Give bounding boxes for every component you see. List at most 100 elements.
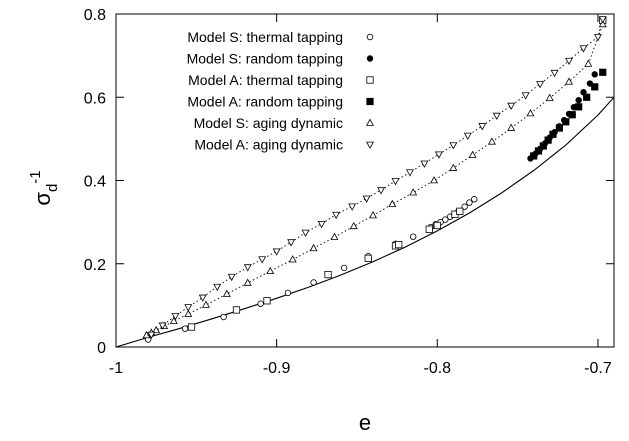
data-point (258, 256, 267, 264)
data-point (243, 264, 252, 272)
ticks-layer: -1 -0.9 -0.8 -0.7 0 0.2 0.4 0.6 0.8 (84, 7, 614, 377)
data-point (227, 273, 236, 282)
legend-marker (366, 141, 374, 149)
data-point (406, 169, 414, 177)
data-point (591, 83, 599, 91)
data-point (468, 150, 477, 158)
legend-marker (366, 97, 374, 106)
data-point (171, 312, 180, 321)
data-point (369, 211, 378, 219)
data-point (317, 220, 326, 229)
data-point (198, 294, 207, 302)
data-point (266, 266, 275, 275)
data-point (184, 309, 193, 317)
data-point (287, 239, 296, 247)
x-tick-label: -1 (109, 360, 123, 377)
fit-curve (115, 96, 615, 348)
data-point (565, 57, 573, 66)
data-point (288, 255, 297, 263)
data-point (420, 160, 429, 168)
data-point (442, 216, 449, 223)
data-point (181, 325, 189, 332)
data-point (349, 221, 358, 230)
legend-marker (366, 55, 374, 62)
data-point (579, 45, 588, 53)
data-point (526, 109, 535, 117)
data-point (478, 123, 487, 131)
data-point (507, 123, 516, 131)
data-point (598, 16, 607, 24)
data-point (213, 283, 222, 292)
data-point (309, 243, 318, 252)
data-point (539, 142, 547, 150)
data-point (555, 124, 563, 132)
data-point (364, 254, 372, 262)
data-point (187, 323, 196, 331)
series-line (146, 24, 604, 336)
data-point (507, 102, 516, 111)
data-point (310, 279, 317, 286)
data-point (575, 96, 582, 104)
data-point (584, 59, 593, 67)
data-point (201, 300, 210, 308)
data-point (466, 199, 473, 206)
data-point (263, 297, 271, 305)
data-point (449, 163, 458, 171)
data-point (220, 313, 227, 321)
legend-marker (366, 33, 374, 41)
legend-label: Model A: random tapping (187, 94, 343, 110)
data-point (463, 132, 472, 140)
data-point (272, 248, 281, 256)
data-point (301, 229, 310, 237)
data-point (409, 233, 417, 240)
data-point (449, 142, 458, 150)
x-axis-label: e (359, 410, 371, 435)
legend-marker (366, 76, 374, 84)
data-point (348, 203, 357, 211)
data-point (340, 264, 348, 272)
y-tick-label: 0 (97, 340, 106, 357)
data-point (583, 93, 591, 101)
y-tick-label: 0.4 (84, 174, 106, 191)
series-line (151, 18, 604, 335)
legend-label: Model S: random tapping (187, 51, 343, 67)
data-point (152, 325, 161, 334)
data-point (536, 81, 545, 89)
data-point (534, 147, 543, 155)
data-point (391, 178, 400, 186)
y-tick-label: 0.6 (84, 90, 106, 107)
x-tick-label: -0.9 (263, 360, 291, 377)
legend-marker (366, 118, 374, 126)
data-point (521, 92, 530, 100)
data-point (395, 241, 403, 249)
data-point (565, 77, 573, 85)
data-point (243, 278, 252, 286)
data-point (362, 195, 371, 203)
data-point (562, 118, 570, 126)
data-point (433, 221, 441, 230)
data-point (284, 289, 292, 297)
data-point (575, 103, 583, 111)
data-point (158, 322, 167, 330)
data-point (332, 211, 341, 220)
data-point (568, 111, 576, 119)
data-point (544, 136, 552, 144)
data-point (471, 196, 478, 203)
legend-label: Model S: aging dynamic (194, 115, 343, 131)
data-point (430, 176, 439, 184)
y-axis-label: σd-1 (27, 170, 61, 205)
y-tick-label: 0.8 (84, 7, 106, 24)
data-point (330, 232, 339, 240)
x-tick-label: -0.8 (424, 360, 452, 377)
data-point (593, 34, 602, 42)
data-point (550, 69, 559, 78)
data-point (147, 331, 156, 339)
x-tick-label: -0.7 (584, 360, 612, 377)
data-point (409, 188, 418, 196)
data-point (169, 316, 178, 324)
data-point (232, 306, 241, 314)
data-point (530, 152, 538, 160)
data-point (324, 270, 332, 279)
data-point (598, 19, 607, 28)
